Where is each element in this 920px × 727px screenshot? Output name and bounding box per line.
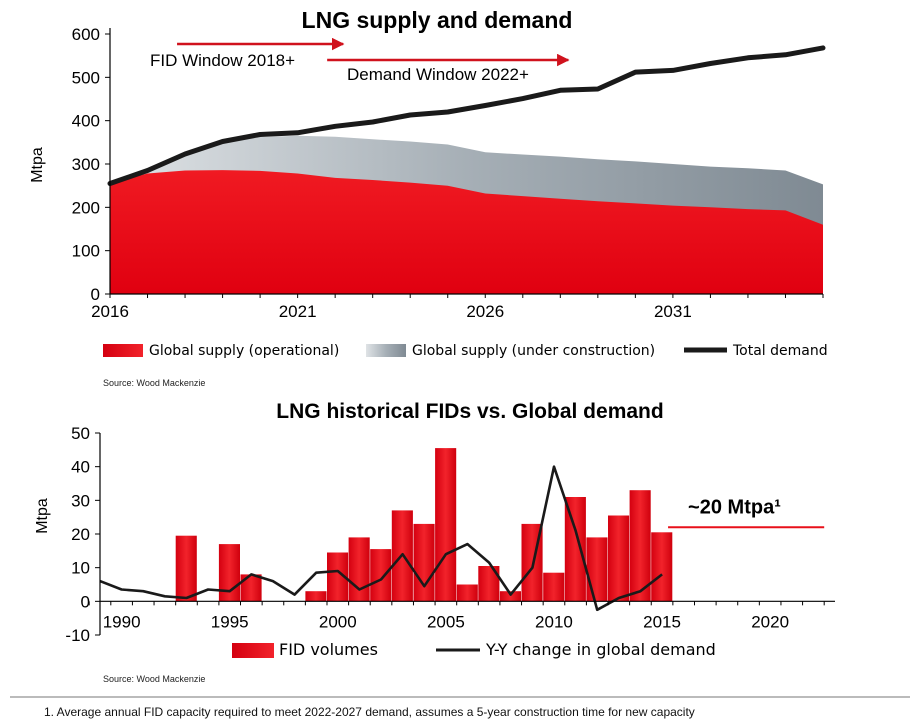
fid-bar: [456, 584, 478, 602]
y-tick-label: 0: [81, 592, 90, 611]
area-operational: [110, 170, 823, 294]
window-label: Demand Window 2022+: [347, 65, 529, 84]
chart-1-y-ticks: 0 100 200 300 400 500 600: [72, 25, 100, 304]
chart-2-axes: [88, 432, 835, 636]
x-tick-label: 2005: [427, 612, 465, 631]
window-label: FID Window 2018+: [150, 51, 295, 70]
chart-1-source: Source: Wood Mackenzie: [103, 378, 205, 388]
chart-2-target: ~20 Mtpa¹: [668, 496, 825, 529]
fid-bar: [413, 523, 435, 602]
fid-bar: [348, 537, 370, 602]
fid-bar: [435, 448, 457, 602]
y-tick-label: 30: [71, 491, 90, 510]
y-tick-label: 0: [91, 285, 100, 304]
y-tick-label: 40: [71, 458, 90, 477]
legend-swatch-under-construction: [366, 344, 406, 357]
fid-bar: [370, 549, 392, 602]
legend-swatch-operational: [103, 344, 143, 357]
fid-bar: [240, 574, 262, 602]
fid-bar: [543, 572, 565, 602]
y-tick-label: 400: [72, 112, 100, 131]
chart-2-legend: FID volumes Y-Y change in global demand: [232, 640, 716, 659]
target-label: ~20 Mtpa¹: [688, 496, 781, 518]
fid-bar: [327, 552, 349, 602]
legend-label-operational: Global supply (operational): [149, 343, 339, 359]
y-tick-label: 600: [72, 25, 100, 44]
legend-label-under-construction: Global supply (under construction): [412, 343, 655, 359]
chart-1-x-ticks: 2016 2021 2026 2031: [91, 302, 692, 321]
x-tick-label: 2010: [535, 612, 573, 631]
chart-1-areas: [110, 135, 823, 294]
chart-1-legend: Global supply (operational) Global suppl…: [103, 343, 828, 359]
x-tick-label: 1995: [211, 612, 249, 631]
fid-bar: [478, 566, 500, 602]
yy-change-line: [99, 465, 663, 612]
fid-bar: [175, 535, 197, 602]
fid-bar: [629, 490, 651, 602]
legend-label-total-demand: Total demand: [732, 343, 828, 359]
supply-demand-chart: LNG supply and demand 0 100 200 300 400 500 60…: [29, 7, 828, 388]
fid-bar: [305, 591, 327, 602]
x-tick-label: 1990: [103, 612, 141, 631]
fid-bar: [586, 537, 608, 602]
y-tick-label: 100: [72, 242, 100, 261]
chart-1-annotations: FID Window 2018+ Demand Window 2022+: [150, 37, 570, 84]
x-tick-label: 2020: [751, 612, 789, 631]
y-tick-label: 500: [72, 68, 100, 87]
y-tick-label: 200: [72, 198, 100, 217]
total-demand-line: [107, 45, 826, 186]
fid-bar: [564, 497, 586, 602]
chart-2-demand-change-line: [99, 465, 663, 612]
x-tick-label: 2031: [654, 302, 692, 321]
footnote: 1. Average annual FID capacity required …: [44, 705, 695, 719]
chart-2-bars: [175, 448, 673, 602]
legend-label-yy-change: Y-Y change in global demand: [485, 640, 716, 659]
x-tick-label: 2015: [643, 612, 681, 631]
y-tick-label: 20: [71, 525, 90, 544]
x-tick-label: 2000: [319, 612, 357, 631]
x-tick-label: 2016: [91, 302, 129, 321]
x-tick-label: 2021: [279, 302, 317, 321]
fid-demand-chart: LNG historical FIDs vs. Global demand -1…: [34, 400, 835, 684]
chart-2-title: LNG historical FIDs vs. Global demand: [276, 400, 663, 423]
chart-2-y-ticks: -10 0 10 20 30 40 50: [65, 424, 90, 645]
chart-1-axes: [105, 28, 824, 298]
chart-2-x-ticks: 1990 1995 2000 2005 2010 2015 2020: [103, 612, 789, 631]
chart-1-demand-line: [107, 45, 826, 186]
y-tick-label: 10: [71, 559, 90, 578]
chart-1-y-axis-label: Mtpa: [29, 147, 46, 183]
fid-bar: [499, 591, 521, 602]
y-tick-label: 50: [71, 424, 90, 443]
legend-swatch-fid-volumes: [232, 643, 274, 658]
chart-1-title: LNG supply and demand: [302, 7, 573, 33]
y-tick-label: -10: [65, 626, 90, 645]
chart-2-y-axis-label: Mtpa: [34, 498, 51, 534]
y-tick-label: 300: [72, 155, 100, 174]
chart-2-source: Source: Wood Mackenzie: [103, 674, 205, 684]
fid-bar: [651, 532, 673, 602]
x-tick-label: 2026: [466, 302, 504, 321]
legend-label-fid-volumes: FID volumes: [279, 640, 378, 659]
fid-bar: [608, 515, 630, 602]
fid-bar: [218, 544, 240, 602]
